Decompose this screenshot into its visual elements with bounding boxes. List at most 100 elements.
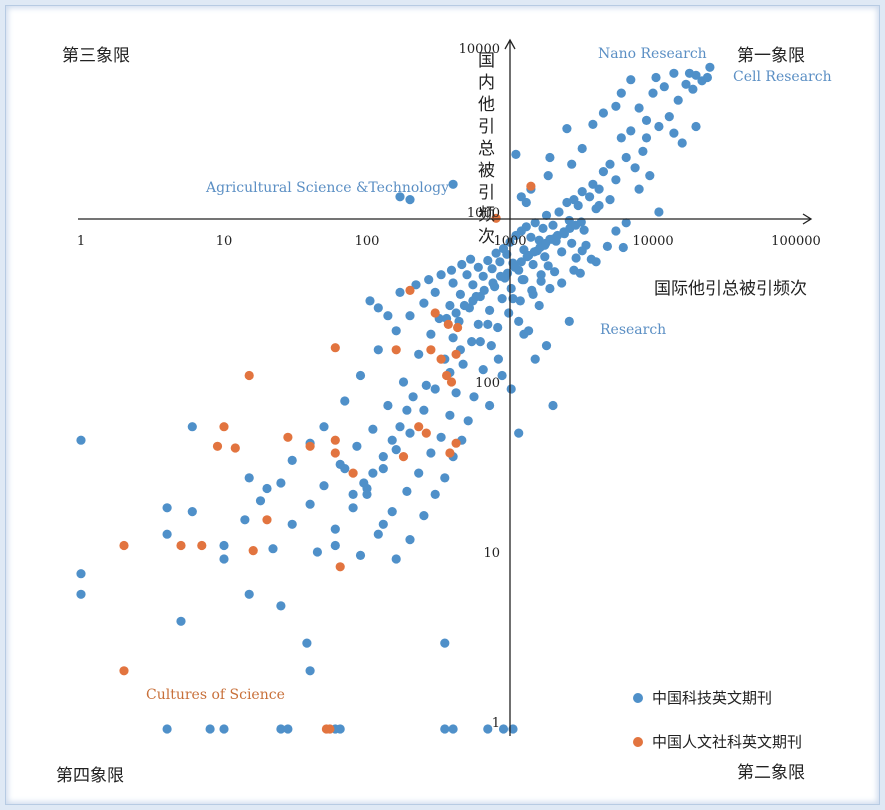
point-science — [634, 184, 644, 194]
point-science — [691, 121, 701, 132]
annotation-cell-research: Cell Research — [733, 69, 832, 85]
point-science — [340, 396, 350, 406]
point-science — [335, 724, 345, 734]
point-science — [514, 316, 524, 326]
point-science — [473, 319, 483, 329]
point-humanities — [453, 322, 463, 333]
point-science — [471, 291, 481, 302]
point-science — [508, 294, 518, 304]
point-science — [348, 503, 358, 513]
point-science — [488, 278, 498, 288]
point-science — [534, 300, 544, 311]
point-science — [475, 337, 485, 347]
point-science — [659, 82, 669, 92]
point-humanities — [446, 377, 457, 387]
point-science — [504, 308, 514, 318]
point-science — [373, 345, 383, 355]
point-science — [522, 252, 532, 262]
point-humanities — [491, 213, 501, 223]
x-tick-label: 100 — [355, 234, 380, 249]
point-science — [405, 195, 415, 205]
point-science — [486, 341, 496, 351]
y-tick-label: 1 — [492, 716, 500, 731]
point-science — [626, 126, 636, 136]
point-science — [219, 540, 229, 551]
y-tick-label: 100 — [475, 376, 500, 391]
point-science — [457, 259, 467, 270]
point-science — [373, 529, 383, 539]
point-science — [562, 124, 572, 134]
point-science — [76, 589, 86, 599]
point-science — [319, 481, 329, 491]
point-science — [162, 724, 172, 734]
point-science — [598, 167, 609, 177]
point-humanities — [330, 435, 340, 445]
point-science — [493, 354, 503, 364]
point-science — [543, 171, 553, 181]
scatter-chart: 1 10 100 1000 10000 100000 1 10 100 1000 10000 国际… — [56, 38, 832, 786]
point-science — [391, 445, 401, 455]
point-humanities — [442, 370, 452, 381]
point-science — [240, 515, 250, 525]
point-humanities — [283, 432, 293, 442]
point-science — [187, 422, 197, 432]
point-science — [605, 159, 615, 169]
y-axis-title: 国内他引总被引频次 — [478, 51, 495, 247]
point-humanities — [262, 515, 272, 525]
quadrant-2-label: 第二象限 — [737, 763, 805, 783]
point-science — [487, 264, 497, 274]
point-science — [436, 270, 446, 280]
point-humanities — [430, 308, 440, 318]
point-science — [446, 265, 457, 275]
point-science — [508, 724, 518, 734]
point-science — [526, 232, 536, 242]
point-science — [287, 519, 297, 529]
point-science — [598, 108, 609, 118]
point-science — [634, 103, 644, 113]
point-science — [485, 400, 495, 411]
point-humanities — [451, 349, 461, 359]
point-science — [497, 294, 507, 304]
x-tick-label: 10000 — [632, 234, 673, 249]
point-science — [76, 569, 86, 579]
point-humanities — [119, 666, 129, 676]
point-humanities — [325, 724, 335, 734]
point-science — [564, 215, 574, 226]
point-science — [319, 422, 329, 432]
point-science — [648, 88, 658, 98]
point-science — [383, 311, 393, 321]
point-science — [458, 359, 468, 369]
point-science — [405, 311, 415, 321]
point-science — [355, 550, 366, 561]
point-science — [684, 68, 695, 78]
point-science — [626, 75, 636, 85]
y-tick-label: 1000 — [467, 206, 500, 221]
point-humanities — [398, 452, 409, 462]
point-science — [611, 175, 621, 185]
point-science — [305, 666, 315, 676]
point-science — [421, 380, 431, 390]
point-science — [268, 544, 278, 554]
point-humanities — [348, 468, 358, 478]
point-science — [538, 223, 548, 233]
point-science — [616, 88, 626, 98]
point-science — [557, 278, 567, 288]
x-tick-label: 1 — [77, 234, 85, 249]
point-science — [673, 95, 683, 105]
point-science — [398, 377, 409, 387]
point-science — [567, 159, 577, 169]
point-science — [591, 257, 601, 267]
point-science — [576, 217, 586, 227]
point-humanities — [244, 370, 254, 381]
point-science — [359, 478, 369, 488]
point-science — [569, 265, 579, 275]
point-humanities — [391, 345, 401, 355]
point-science — [562, 197, 572, 208]
annotation-research: Research — [600, 322, 666, 338]
point-science — [654, 121, 664, 132]
point-science — [491, 248, 501, 258]
point-science — [641, 115, 652, 125]
point-humanities — [176, 540, 186, 551]
point-science — [536, 276, 546, 286]
point-science — [571, 253, 581, 263]
